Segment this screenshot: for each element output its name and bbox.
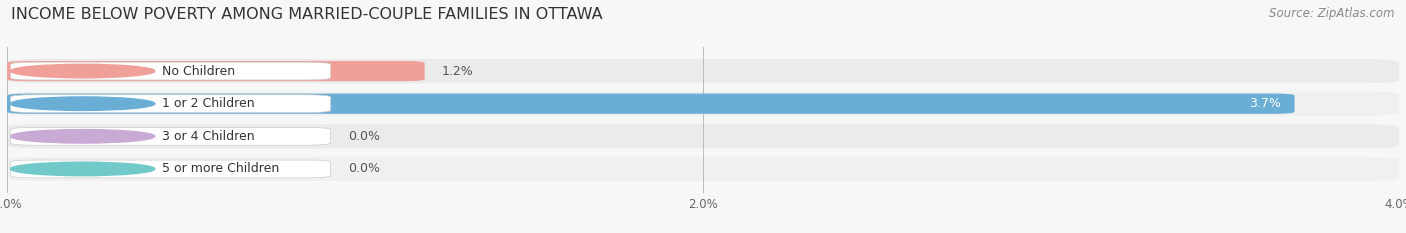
Text: 3.7%: 3.7% [1249, 97, 1281, 110]
Text: 1 or 2 Children: 1 or 2 Children [163, 97, 254, 110]
FancyBboxPatch shape [7, 59, 1399, 83]
FancyBboxPatch shape [10, 95, 330, 113]
FancyBboxPatch shape [10, 160, 330, 178]
Circle shape [10, 162, 155, 176]
Circle shape [10, 97, 155, 110]
Text: 0.0%: 0.0% [349, 130, 380, 143]
FancyBboxPatch shape [7, 124, 1399, 148]
Text: 0.0%: 0.0% [349, 162, 380, 175]
FancyBboxPatch shape [10, 62, 330, 80]
Text: 1.2%: 1.2% [441, 65, 474, 78]
Text: Source: ZipAtlas.com: Source: ZipAtlas.com [1270, 7, 1395, 20]
FancyBboxPatch shape [7, 92, 1399, 116]
Text: 3 or 4 Children: 3 or 4 Children [163, 130, 254, 143]
Text: INCOME BELOW POVERTY AMONG MARRIED-COUPLE FAMILIES IN OTTAWA: INCOME BELOW POVERTY AMONG MARRIED-COUPL… [11, 7, 603, 22]
Circle shape [10, 64, 155, 78]
Text: No Children: No Children [163, 65, 236, 78]
FancyBboxPatch shape [7, 157, 1399, 181]
FancyBboxPatch shape [10, 127, 330, 145]
Text: 5 or more Children: 5 or more Children [163, 162, 280, 175]
FancyBboxPatch shape [7, 94, 1295, 114]
Circle shape [10, 130, 155, 143]
FancyBboxPatch shape [7, 61, 425, 81]
